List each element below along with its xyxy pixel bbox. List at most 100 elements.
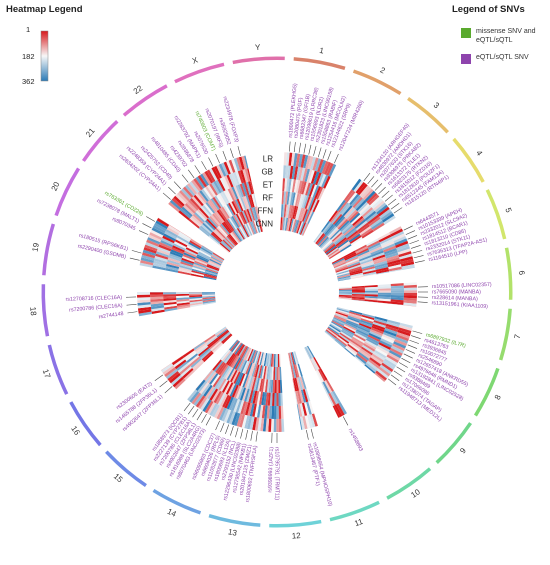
heatmap-cell (308, 183, 316, 197)
heatmap-cell (335, 338, 347, 348)
heatmap-cell (337, 278, 351, 282)
heatmap-cell (253, 220, 259, 234)
heatmap-cell (398, 327, 412, 334)
chromosome-label: 6 (517, 270, 526, 276)
snv-leader-line (293, 142, 296, 153)
heatmap-cell (374, 349, 387, 359)
heatmap-cell (221, 380, 230, 393)
heatmap-cell (310, 156, 317, 171)
heatmap-cell (193, 194, 204, 207)
heatmap-cell (230, 172, 238, 186)
snv-leader-line (255, 431, 258, 442)
heatmap-cell (197, 380, 208, 393)
heatmap-cell (245, 361, 252, 375)
heatmap-cell (227, 188, 235, 201)
heatmap-cell (214, 195, 224, 208)
heatmap-cell (235, 372, 243, 385)
snv-leader-line (411, 245, 421, 249)
snv-leader-line (334, 153, 339, 164)
heatmap-cell (365, 362, 377, 373)
heatmap-cell (219, 242, 231, 253)
heatmap-cell (288, 218, 293, 232)
heatmap-cell (294, 377, 300, 391)
chromosome-arc (47, 344, 69, 395)
heatmap-cell (245, 348, 253, 361)
heatmap-cell (393, 341, 407, 349)
heatmap-cell (356, 352, 368, 363)
heatmap-cell (251, 377, 257, 391)
heatmap-cell (338, 286, 352, 289)
heatmap-cell (401, 264, 415, 270)
heatmap-cell (228, 411, 236, 425)
heatmap-cell (327, 327, 339, 337)
heatmap-cell (193, 178, 204, 191)
heatmap-cell (385, 325, 399, 333)
heatmap-cell (388, 264, 402, 270)
heatmap-cell (364, 339, 378, 348)
heatmap-cell (335, 267, 349, 273)
heatmap-cell (273, 366, 276, 380)
heatmap-cell (390, 228, 404, 237)
heatmap-cell (391, 231, 405, 239)
heatmap-cell (390, 294, 404, 298)
heatmap-cell (364, 294, 378, 297)
heatmap-cell (311, 198, 318, 212)
heatmap-cell (244, 375, 250, 389)
heatmap-cell (273, 353, 276, 367)
heatmap-cell (306, 345, 315, 358)
heatmap-cell (234, 214, 242, 227)
heatmap-cell (256, 364, 261, 378)
heatmap-cell (347, 232, 360, 242)
snv-leader-line (396, 366, 406, 373)
heatmap-cell (341, 223, 353, 234)
snv-leader-line (131, 250, 142, 254)
heatmap-cell (137, 306, 152, 312)
heatmap-cell (364, 292, 378, 295)
heatmap-cell (203, 187, 213, 200)
heatmap-cell (348, 264, 362, 271)
heatmap-cell (216, 362, 226, 375)
heatmap-cell (366, 336, 380, 345)
heatmap-cell (324, 380, 333, 393)
heatmap-cell (221, 350, 232, 362)
heatmap-cell (257, 378, 262, 392)
heatmap-cell (203, 384, 213, 397)
heatmap-cell (153, 260, 167, 266)
heatmap-cell (208, 235, 220, 245)
heatmap-cell (357, 201, 369, 213)
heatmap-cell (207, 387, 217, 400)
heatmap-cell (352, 215, 364, 227)
heatmap-cell (254, 364, 260, 378)
heatmap-cell (150, 229, 164, 238)
heatmap-cell (189, 197, 201, 210)
heatmap-cell (343, 324, 357, 333)
heatmap-cell (331, 212, 341, 224)
heatmap-cell (237, 359, 245, 372)
heatmap-cell (193, 262, 207, 268)
heatmap-cell (211, 182, 220, 195)
heatmap-cell (213, 252, 225, 260)
heatmap-cell (226, 174, 234, 188)
heatmap-cell (360, 258, 374, 265)
chromosome-label: 12 (291, 531, 301, 541)
snv-leader-line (138, 230, 149, 235)
heatmap-cell (202, 298, 216, 301)
heatmap-cell (140, 257, 154, 263)
heatmap-cell (180, 261, 194, 268)
heatmap-cell (319, 237, 330, 249)
heatmap-cell (321, 174, 329, 188)
heatmap-cell (211, 389, 220, 402)
heatmap-cell (189, 296, 203, 299)
heatmap-cell (319, 160, 327, 174)
heatmap-cell (156, 218, 170, 227)
heatmap-cell (327, 248, 340, 258)
heatmap-cell (336, 270, 350, 276)
heatmap-cell (240, 346, 249, 359)
heatmap-cell (382, 360, 395, 370)
heatmap-cell (311, 357, 320, 370)
heatmap-cell (237, 400, 245, 414)
heatmap-cell (183, 350, 196, 360)
heatmap-cell (400, 261, 415, 267)
heatmap-cell (264, 366, 268, 380)
heatmap-cell (360, 260, 374, 267)
